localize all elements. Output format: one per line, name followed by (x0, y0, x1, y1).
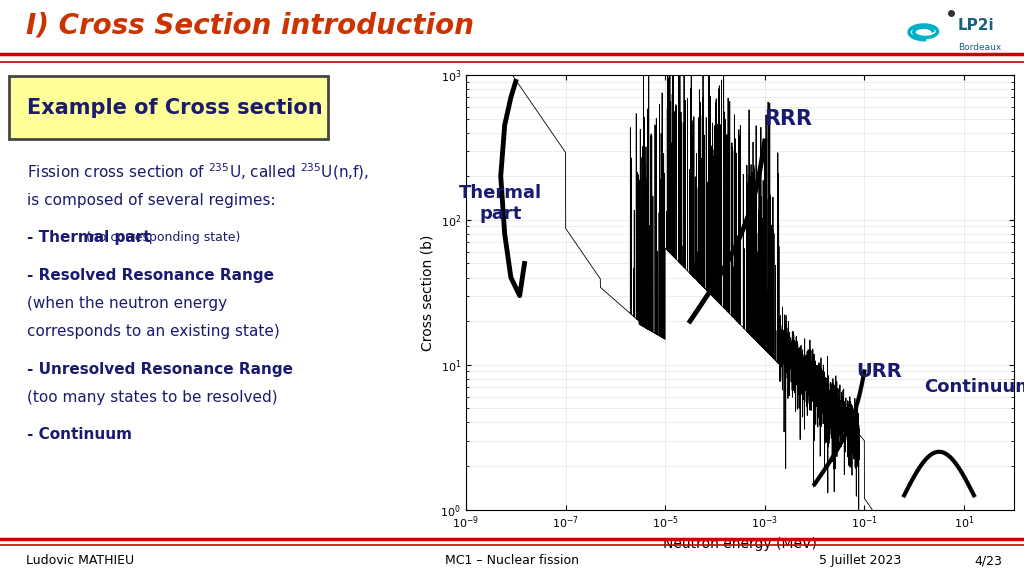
Text: - Resolved Resonance Range: - Resolved Resonance Range (28, 268, 274, 283)
Y-axis label: Cross section (b): Cross section (b) (421, 234, 435, 351)
Text: - Thermal part: - Thermal part (28, 230, 151, 245)
X-axis label: Neutron energy (MeV): Neutron energy (MeV) (663, 537, 817, 551)
Text: (too many states to be resolved): (too many states to be resolved) (28, 390, 278, 405)
Text: is composed of several regimes:: is composed of several regimes: (28, 192, 275, 207)
Text: (when the neutron energy: (when the neutron energy (28, 296, 227, 311)
FancyBboxPatch shape (9, 75, 328, 139)
Text: 4/23: 4/23 (974, 554, 1002, 567)
Text: Fission cross section of $^{235}$U, called $^{235}$U(n,f),: Fission cross section of $^{235}$U, call… (28, 161, 370, 182)
Text: LP2i: LP2i (957, 18, 994, 33)
Text: 5 Juillet 2023: 5 Juillet 2023 (819, 554, 901, 567)
Text: Continuum: Continuum (924, 378, 1024, 396)
Text: Bordeaux: Bordeaux (957, 43, 1000, 52)
Text: MC1 – Nuclear fission: MC1 – Nuclear fission (445, 554, 579, 567)
Text: RRR: RRR (765, 108, 812, 128)
Text: - Continuum: - Continuum (28, 427, 132, 442)
Text: Thermal
part: Thermal part (459, 184, 543, 223)
Text: Ludovic MATHIEU: Ludovic MATHIEU (26, 554, 134, 567)
Text: URR: URR (856, 362, 902, 381)
Text: - Unresolved Resonance Range: - Unresolved Resonance Range (28, 362, 293, 377)
Text: I) Cross Section introduction: I) Cross Section introduction (26, 11, 473, 39)
Text: corresponds to an existing state): corresponds to an existing state) (28, 324, 281, 339)
Text: Example of Cross section: Example of Cross section (28, 97, 323, 118)
Text: (no corresponding state): (no corresponding state) (82, 231, 240, 244)
